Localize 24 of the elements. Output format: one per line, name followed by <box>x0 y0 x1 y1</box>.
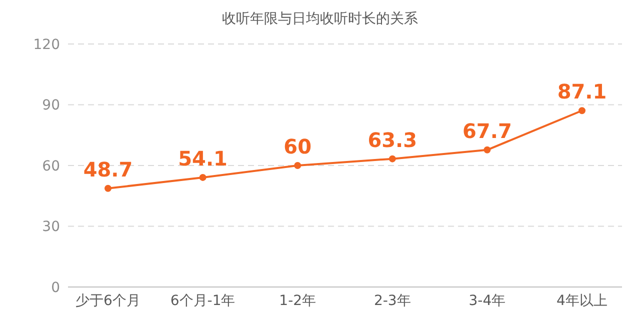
y-tick-label: 90 <box>42 98 60 114</box>
point <box>104 184 112 192</box>
data-label: 67.7 <box>462 118 512 143</box>
y-tick-label: 60 <box>42 158 60 174</box>
data-label: 63.3 <box>368 128 418 152</box>
x-tick-label: 3-4年 <box>468 292 506 309</box>
y-tick-label: 0 <box>51 280 60 296</box>
data-label: 48.7 <box>83 157 133 182</box>
point <box>578 107 586 114</box>
point <box>199 174 206 181</box>
y-tick-label: 30 <box>42 219 60 236</box>
x-tick-label: 6个月-1年 <box>170 292 236 309</box>
y-tick-label: 120 <box>33 36 60 53</box>
x-tick-label: 4年以上 <box>556 292 608 309</box>
x-tick-label: 1-2年 <box>279 292 316 309</box>
x-tick-label: 2-3年 <box>374 292 411 309</box>
point <box>484 146 491 154</box>
data-label: 54.1 <box>178 146 228 170</box>
data-label: 60 <box>284 134 312 158</box>
point <box>294 162 302 169</box>
point <box>388 155 396 162</box>
chart-title: 收听年限与日均收听时长的关系 <box>221 10 419 29</box>
data-label: 87.1 <box>557 80 607 104</box>
x-tick-label: 少于6个月 <box>76 292 140 309</box>
